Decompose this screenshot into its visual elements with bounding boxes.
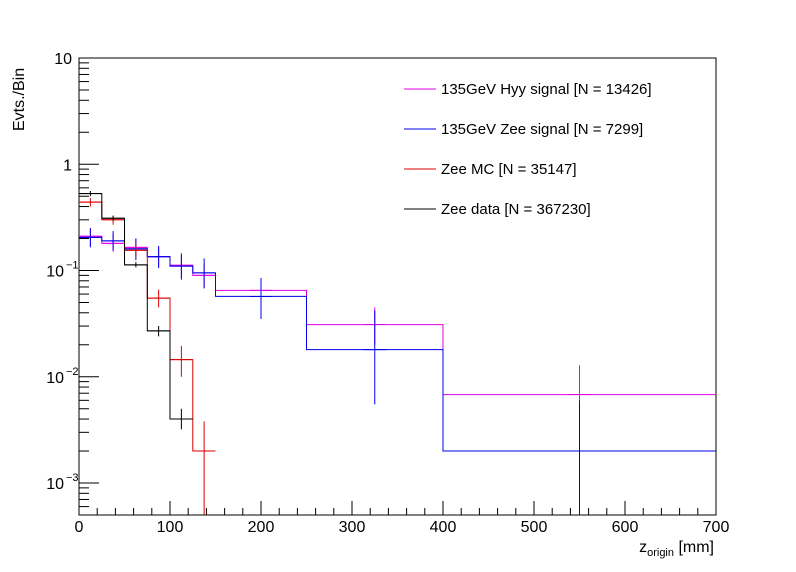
y-tick-exponent: −1 xyxy=(66,260,79,272)
series-1 xyxy=(79,228,716,515)
y-tick-base: 10 xyxy=(46,476,64,493)
y-tick-label: 10 xyxy=(46,476,64,493)
x-tick-label: 400 xyxy=(430,519,457,536)
y-tick-exponent: −2 xyxy=(66,366,79,378)
x-tick-label: 100 xyxy=(157,519,184,536)
x-axis-label-subscript: origin xyxy=(647,547,674,559)
y-tick-base: 10 xyxy=(46,370,64,387)
y-tick-label: 1 xyxy=(63,157,72,174)
legend-entry: Zee data [N = 367230] xyxy=(441,201,591,218)
x-tick-label: 200 xyxy=(248,519,275,536)
y-tick-base: 10 xyxy=(46,264,64,281)
legend-entry: 135GeV Hyy signal [N = 13426] xyxy=(441,81,652,98)
legend: 135GeV Hyy signal [N = 13426] 135GeV Zee … xyxy=(404,81,652,218)
x-axis-label: zorigin [mm] xyxy=(639,539,714,559)
x-tick-label: 300 xyxy=(339,519,366,536)
x-tick-label: 600 xyxy=(612,519,639,536)
legend-entry: 135GeV Zee signal [N = 7299] xyxy=(441,121,643,138)
y-tick-exponent: −3 xyxy=(66,472,79,484)
series-3 xyxy=(79,191,193,430)
legend-entry: Zee MC [N = 35147] xyxy=(441,161,576,178)
x-tick-label: 700 xyxy=(703,519,730,536)
x-tick-label: 500 xyxy=(521,519,548,536)
y-tick-label: 10 xyxy=(54,51,72,68)
x-tick-label: 0 xyxy=(75,519,84,536)
y-axis-label: Evts./Bin xyxy=(11,68,28,131)
x-axis-label-unit: [mm] xyxy=(674,539,714,556)
x-axis-label-main: z xyxy=(639,539,647,556)
series-layer xyxy=(79,191,716,515)
y-tick-label: 10 xyxy=(46,264,64,281)
y-tick-label: 10 xyxy=(46,370,64,387)
